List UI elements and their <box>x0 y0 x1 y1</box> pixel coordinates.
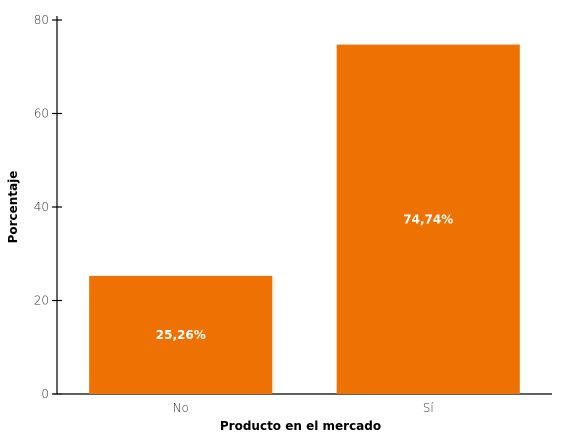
y-tick-label: 80 <box>34 13 49 27</box>
y-axis-title: Porcentaje <box>6 171 20 244</box>
x-tick-label: Sí <box>423 401 435 415</box>
y-tick-label: 40 <box>34 200 49 214</box>
x-tick-label: No <box>173 401 189 415</box>
y-axis: 0 20 40 60 80 <box>34 13 62 401</box>
y-tick-label: 0 <box>41 387 49 401</box>
x-axis: No Sí <box>53 393 552 415</box>
x-axis-title: Producto en el mercado <box>220 419 381 433</box>
bars: 25,26% 74,74% <box>89 44 520 394</box>
bar-data-label: 74,74% <box>403 212 453 226</box>
bar <box>336 44 520 394</box>
bar-data-label: 25,26% <box>156 328 206 342</box>
y-tick-label: 20 <box>34 294 49 308</box>
y-tick-label: 60 <box>34 107 49 121</box>
bar <box>89 275 273 394</box>
